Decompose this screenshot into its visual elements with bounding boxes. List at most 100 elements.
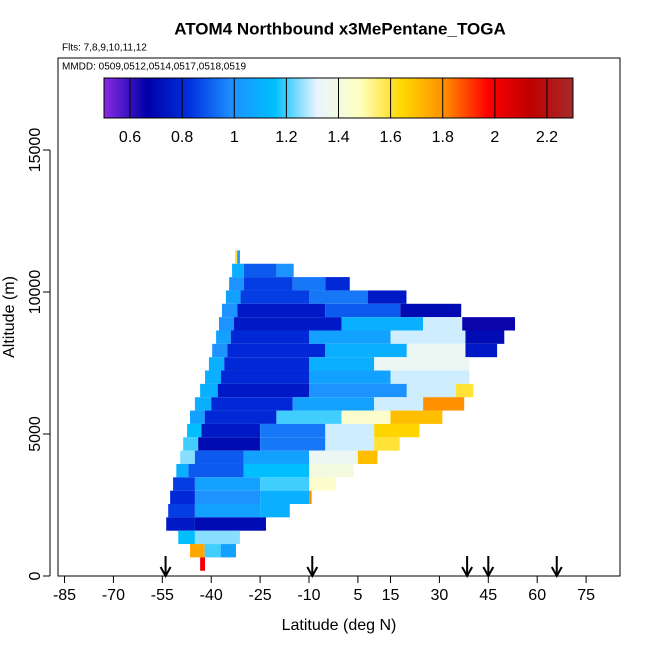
heat-cell bbox=[194, 397, 212, 411]
heat-cell bbox=[423, 317, 463, 331]
heat-cell bbox=[309, 330, 391, 344]
heat-cell bbox=[309, 383, 407, 398]
heat-cell bbox=[406, 343, 466, 358]
heat-cell bbox=[234, 317, 342, 331]
x-tick-label: -40 bbox=[200, 587, 223, 604]
arrow-head bbox=[482, 566, 495, 579]
x-tick-label: -25 bbox=[249, 587, 272, 604]
dates-label: MMDD: 0509,0512,0514,0517,0518,0519 bbox=[62, 62, 246, 73]
heat-cell bbox=[227, 343, 326, 358]
x-tick-label: 30 bbox=[431, 587, 449, 604]
heat-cell bbox=[240, 290, 310, 304]
y-tick-label: 0 bbox=[27, 571, 44, 580]
heat-cell bbox=[374, 397, 424, 411]
heat-cell bbox=[390, 330, 466, 344]
heat-cell bbox=[211, 397, 293, 411]
colorbar-tick-label: 2 bbox=[490, 129, 499, 146]
heat-cell bbox=[325, 437, 375, 451]
heat-cell bbox=[325, 423, 375, 438]
heat-cell bbox=[188, 463, 244, 478]
location-arrow bbox=[550, 556, 563, 579]
heat-cell bbox=[220, 370, 310, 384]
heat-cell bbox=[204, 410, 277, 424]
heat-cell bbox=[217, 383, 310, 398]
colorbar-tick-label: 1 bbox=[230, 129, 239, 146]
colorbar-tick-label: 0.6 bbox=[119, 129, 141, 146]
chart-title: ATOM4 Northbound x3MePentane_TOGA bbox=[174, 19, 506, 38]
x-tick-label: 5 bbox=[353, 587, 362, 604]
heat-cell bbox=[178, 530, 195, 545]
heat-cell bbox=[225, 290, 241, 304]
heat-cell bbox=[374, 437, 400, 451]
colorbar-tick-label: 1.8 bbox=[432, 129, 454, 146]
heat-cell bbox=[198, 437, 261, 451]
heat-cell bbox=[341, 410, 391, 424]
heat-cell bbox=[208, 357, 225, 371]
heat-cell bbox=[194, 504, 261, 518]
location-arrow bbox=[306, 556, 319, 579]
heat-cell bbox=[180, 450, 195, 464]
heat-cell bbox=[260, 477, 310, 491]
heat-cell bbox=[205, 370, 221, 384]
heat-cell bbox=[465, 343, 498, 358]
heat-cell bbox=[201, 423, 261, 438]
heat-cell bbox=[390, 370, 470, 384]
heat-cell bbox=[465, 330, 505, 344]
arrow-head bbox=[550, 566, 563, 579]
heat-cell bbox=[190, 410, 205, 424]
heat-cell bbox=[260, 490, 310, 505]
location-arrow bbox=[482, 556, 495, 579]
heat-cell bbox=[194, 490, 261, 505]
heat-cell bbox=[462, 317, 516, 331]
heat-cell bbox=[260, 423, 326, 438]
x-tick-label: -10 bbox=[297, 587, 320, 604]
arrow-head bbox=[159, 566, 172, 579]
heat-cell bbox=[292, 397, 375, 411]
heat-cell bbox=[309, 490, 312, 505]
heat-cell bbox=[374, 357, 470, 371]
heat-cell bbox=[183, 437, 199, 451]
y-tick-label: 5000 bbox=[27, 416, 44, 452]
heat-cell bbox=[194, 450, 244, 464]
arrow-head bbox=[306, 566, 319, 579]
heat-cell bbox=[309, 450, 358, 464]
heat-cell bbox=[232, 263, 244, 278]
heat-cell bbox=[170, 490, 195, 505]
heat-cell bbox=[194, 517, 266, 531]
heat-cell bbox=[390, 410, 443, 424]
heat-cell bbox=[260, 437, 326, 451]
heat-cell bbox=[325, 343, 407, 358]
heat-cell bbox=[357, 450, 378, 464]
heat-cell bbox=[235, 250, 238, 264]
heat-cell bbox=[194, 477, 261, 491]
x-tick-label: -70 bbox=[102, 587, 125, 604]
heat-cell bbox=[243, 450, 310, 464]
heat-cell bbox=[219, 317, 235, 331]
heat-cell bbox=[309, 357, 375, 371]
location-arrow bbox=[159, 556, 172, 579]
heat-cell bbox=[200, 557, 206, 571]
x-tick-label: 45 bbox=[479, 587, 497, 604]
heat-cell bbox=[204, 544, 221, 558]
heat-cell bbox=[212, 343, 228, 358]
heat-cell bbox=[221, 303, 238, 318]
colorbar-tick-label: 0.8 bbox=[171, 129, 193, 146]
y-tick-label: 15000 bbox=[27, 128, 44, 173]
heat-cell bbox=[166, 517, 195, 531]
heat-cell bbox=[455, 383, 474, 398]
heat-cell bbox=[243, 463, 310, 478]
heat-cell bbox=[194, 530, 240, 545]
x-tick-label: -85 bbox=[53, 587, 76, 604]
arrow-head bbox=[461, 566, 473, 579]
heat-cell bbox=[187, 423, 202, 438]
heat-cell bbox=[309, 463, 354, 478]
heat-cell bbox=[173, 477, 195, 491]
heat-cell bbox=[260, 504, 290, 518]
colorbar-tick-label: 2.2 bbox=[536, 129, 558, 146]
heat-cell bbox=[237, 250, 240, 264]
flights-label: Flts: 7,8,9,10,11,12 bbox=[62, 43, 147, 54]
heat-cell bbox=[230, 330, 310, 344]
heat-cell bbox=[229, 277, 244, 291]
heat-cell bbox=[292, 277, 326, 291]
